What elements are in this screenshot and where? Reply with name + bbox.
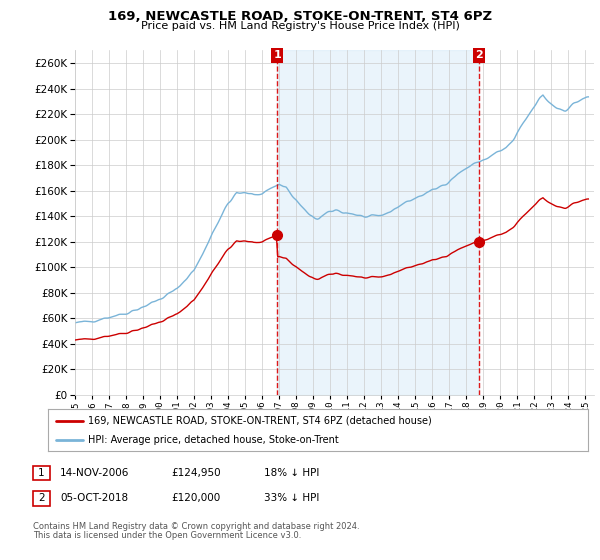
Text: HPI: Average price, detached house, Stoke-on-Trent: HPI: Average price, detached house, Stok… — [89, 435, 339, 445]
Text: This data is licensed under the Open Government Licence v3.0.: This data is licensed under the Open Gov… — [33, 531, 301, 540]
Text: 169, NEWCASTLE ROAD, STOKE-ON-TRENT, ST4 6PZ: 169, NEWCASTLE ROAD, STOKE-ON-TRENT, ST4… — [108, 10, 492, 23]
Text: 05-OCT-2018: 05-OCT-2018 — [60, 493, 128, 503]
Text: 1: 1 — [273, 50, 281, 60]
Text: 169, NEWCASTLE ROAD, STOKE-ON-TRENT, ST4 6PZ (detached house): 169, NEWCASTLE ROAD, STOKE-ON-TRENT, ST4… — [89, 416, 432, 426]
Text: £120,000: £120,000 — [171, 493, 220, 503]
Text: 2: 2 — [38, 493, 45, 503]
Text: 33% ↓ HPI: 33% ↓ HPI — [264, 493, 319, 503]
Text: Price paid vs. HM Land Registry's House Price Index (HPI): Price paid vs. HM Land Registry's House … — [140, 21, 460, 31]
Text: 1: 1 — [38, 468, 45, 478]
Text: Contains HM Land Registry data © Crown copyright and database right 2024.: Contains HM Land Registry data © Crown c… — [33, 522, 359, 531]
Text: 2: 2 — [475, 50, 483, 60]
Text: 14-NOV-2006: 14-NOV-2006 — [60, 468, 130, 478]
Text: £124,950: £124,950 — [171, 468, 221, 478]
Text: 18% ↓ HPI: 18% ↓ HPI — [264, 468, 319, 478]
